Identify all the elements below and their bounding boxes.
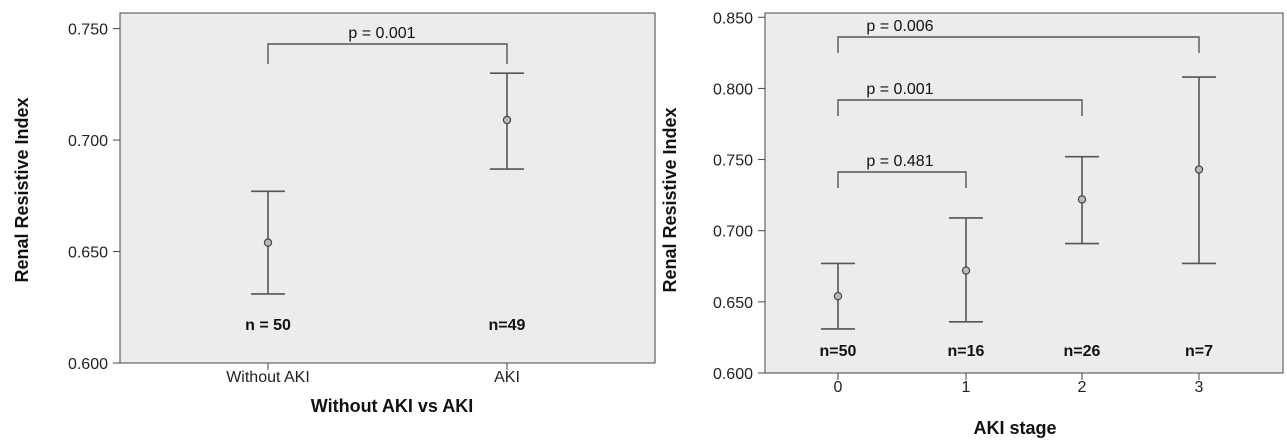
plot-area bbox=[119, 12, 656, 364]
mean-point bbox=[263, 238, 273, 247]
y-axis-label: Renal Resistive Index bbox=[12, 97, 32, 282]
y-axis-label: Renal Resistive Index bbox=[660, 107, 680, 292]
y-tick-label: 0.700 bbox=[713, 224, 753, 241]
x-axis-label: AKI stage bbox=[973, 418, 1056, 438]
y-tick-label: 0.650 bbox=[713, 295, 753, 312]
plot-area bbox=[764, 12, 1284, 374]
sample-size-label: n=26 bbox=[1064, 343, 1101, 360]
y-tick-label: 0.650 bbox=[68, 245, 108, 262]
significance-bracket bbox=[267, 43, 508, 64]
significance-bracket bbox=[837, 99, 1083, 116]
x-tick-label: 3 bbox=[1195, 379, 1204, 396]
chart-aki-stage: 0.600 0.650 0.700 0.750 0.800 0.850 0 1 2 3 AKI st… bbox=[660, 10, 1284, 438]
x-tick-label: 0 bbox=[834, 379, 843, 396]
y-tick-label: 0.600 bbox=[68, 356, 108, 373]
y-tick-label: 0.600 bbox=[713, 366, 753, 383]
y-tick-label: 0.700 bbox=[68, 133, 108, 150]
p-value-label: p = 0.001 bbox=[348, 25, 415, 42]
x-axis-label: Without AKI vs AKI bbox=[311, 396, 474, 416]
p-value-label: p = 0.001 bbox=[866, 81, 933, 98]
p-value-label: p = 0.481 bbox=[866, 153, 933, 170]
mean-point bbox=[833, 291, 843, 301]
mean-point bbox=[1077, 195, 1087, 204]
sample-size-label: n=49 bbox=[489, 317, 526, 334]
x-tick-label: 1 bbox=[962, 379, 971, 396]
significance-bracket bbox=[837, 36, 1200, 53]
y-tick-label: 0.750 bbox=[68, 22, 108, 39]
sample-size-label: n = 50 bbox=[245, 317, 291, 334]
significance-bracket bbox=[837, 171, 967, 188]
sample-size-label: n=16 bbox=[948, 343, 985, 360]
chart-without-aki-vs-aki: 0.600 0.650 0.700 0.750 Without AKI AKI Withou… bbox=[12, 12, 656, 416]
y-tick-label: 0.800 bbox=[713, 81, 753, 98]
y-tick-label: 0.750 bbox=[713, 153, 753, 170]
x-tick-label: Without AKI bbox=[226, 369, 310, 386]
mean-point bbox=[1194, 165, 1204, 174]
x-tick-label: 2 bbox=[1078, 379, 1087, 396]
y-tick-label: 0.850 bbox=[713, 10, 753, 27]
sample-size-label: n=7 bbox=[1185, 343, 1213, 360]
mean-point bbox=[961, 266, 971, 275]
x-tick-label: AKI bbox=[494, 369, 520, 386]
sample-size-label: n=50 bbox=[820, 343, 857, 360]
mean-point bbox=[502, 115, 512, 125]
p-value-label: p = 0.006 bbox=[866, 18, 933, 35]
